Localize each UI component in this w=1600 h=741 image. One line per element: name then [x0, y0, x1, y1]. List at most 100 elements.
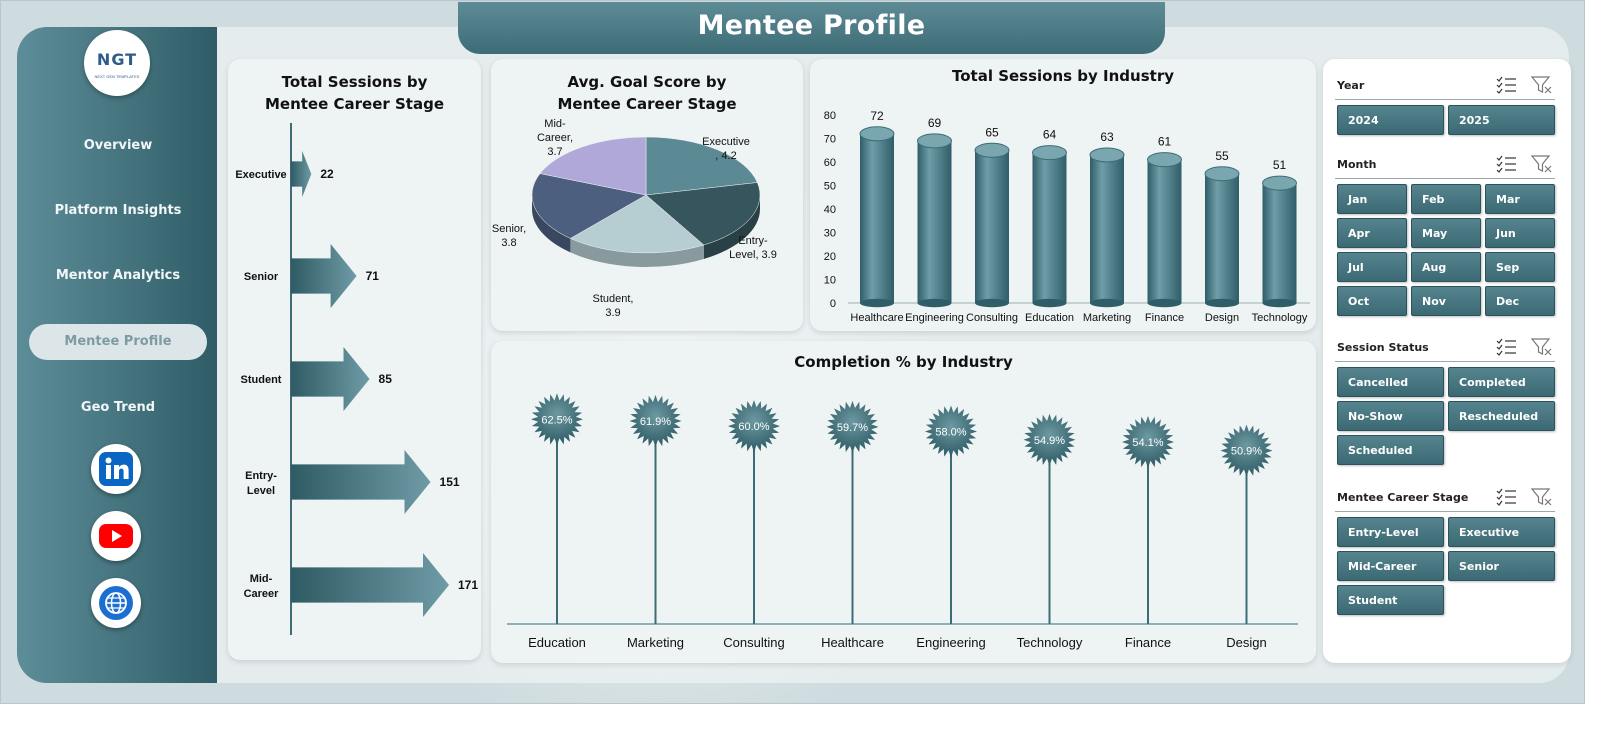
slicer-divider: [1335, 511, 1555, 512]
data-label: 65: [985, 125, 999, 139]
bar-arrow-student: [291, 347, 370, 411]
y-tick-label: 60: [824, 157, 836, 169]
data-label: 55: [1215, 149, 1229, 163]
data-label: 61.9%: [640, 416, 671, 428]
slice-label: Student, 3.9: [593, 293, 634, 319]
slicer-button-scheduled[interactable]: Scheduled: [1337, 435, 1444, 465]
lollipop-head-healthcare: [826, 400, 879, 453]
bar-top: [1147, 152, 1182, 168]
category-label: Senior: [244, 271, 279, 283]
multi-select-icon[interactable]: [1495, 338, 1517, 356]
multi-select-icon[interactable]: [1495, 76, 1517, 94]
clear-filter-icon[interactable]: [1531, 338, 1553, 356]
completion-by-industry-panel: Completion % by Industry 62.5% Education 6…: [491, 341, 1316, 663]
data-label: 50.9%: [1231, 446, 1262, 458]
bar-arrow-mid-career: [291, 553, 449, 617]
slicer-button-completed[interactable]: Completed: [1448, 367, 1555, 397]
data-label: 72: [870, 109, 884, 123]
bar-base: [917, 298, 952, 308]
slicer-title: Year: [1337, 79, 1365, 92]
nav-platform-insights[interactable]: Platform Insights: [54, 203, 182, 218]
x-tick-label: Technology: [1017, 635, 1083, 650]
youtube-button[interactable]: [91, 511, 141, 561]
bar-healthcare: [860, 133, 894, 303]
slicer-button-jun[interactable]: Jun: [1485, 218, 1555, 248]
multi-select-icon[interactable]: [1495, 488, 1517, 506]
sessions-by-career-stage-chart: 22 Executive 71 Senior 85 Student 151 Entry-Lev…: [235, 123, 478, 635]
x-tick-label: Education: [528, 635, 586, 650]
nav-mentor-analytics[interactable]: Mentor Analytics: [55, 268, 181, 283]
slicer-button-2024[interactable]: 2024: [1337, 105, 1444, 135]
slicer-divider: [1335, 99, 1555, 100]
data-label: 85: [379, 372, 393, 386]
slicer-title: Mentee Career Stage: [1337, 491, 1469, 504]
data-label: 58.0%: [935, 426, 966, 438]
bar-arrow-executive: [291, 151, 312, 197]
slicer-button-student[interactable]: Student: [1337, 585, 1444, 615]
slicer-button-rescheduled[interactable]: Rescheduled: [1448, 401, 1555, 431]
data-label: 60.0%: [738, 421, 769, 433]
slicer-button-oct[interactable]: Oct: [1337, 286, 1407, 316]
y-tick-label: 10: [824, 275, 836, 287]
multi-select-icon[interactable]: [1495, 155, 1517, 173]
slicer-button-2025[interactable]: 2025: [1448, 105, 1555, 135]
bar-base: [975, 298, 1009, 308]
completion-by-industry-chart: 62.5% Education 61.9% Marketing 60.0% Consult…: [507, 393, 1298, 650]
slicer-button-mid-career[interactable]: Mid-Career: [1337, 551, 1444, 581]
clear-filter-icon[interactable]: [1531, 76, 1553, 94]
nav-geo-trend[interactable]: Geo Trend: [80, 400, 156, 415]
bar-top: [1032, 145, 1067, 161]
bar-top: [974, 142, 1010, 158]
lollipop-head-engineering: [925, 405, 977, 458]
slicer-button-sep[interactable]: Sep: [1485, 252, 1555, 282]
clear-filter-icon[interactable]: [1531, 488, 1553, 506]
bar-base: [860, 298, 894, 308]
slicer-button-cancelled[interactable]: Cancelled: [1337, 367, 1444, 397]
slicer-button-dec[interactable]: Dec: [1485, 286, 1555, 316]
slicer-button-aug[interactable]: Aug: [1411, 252, 1481, 282]
data-label: 71: [366, 269, 380, 283]
linkedin-button[interactable]: [91, 444, 141, 494]
slicer-button-apr[interactable]: Apr: [1337, 218, 1407, 248]
y-tick-label: 20: [824, 251, 836, 263]
slicer-button-jan[interactable]: Jan: [1337, 184, 1407, 214]
x-tick-label: Finance: [1145, 312, 1184, 324]
bar-base: [1262, 298, 1297, 308]
bar-arrow-senior: [291, 244, 357, 308]
category-label: Mid-Career: [244, 573, 280, 600]
chart-title: Completion % by Industry: [794, 353, 1013, 371]
y-tick-label: 40: [824, 204, 836, 216]
nav-overview[interactable]: Overview: [83, 138, 153, 153]
slice-label: Entry-Level, 3.9: [729, 235, 777, 261]
slicer-button-nov[interactable]: Nov: [1411, 286, 1481, 316]
slicer-button-no-show[interactable]: No-Show: [1337, 401, 1444, 431]
bar-engineering: [917, 140, 952, 303]
clear-filter-icon[interactable]: [1531, 155, 1553, 173]
slicer-button-entry-level[interactable]: Entry-Level: [1337, 517, 1444, 547]
category-label: Student: [241, 374, 282, 386]
lollipop-head-technology: [1023, 413, 1076, 466]
data-label: 69: [928, 116, 942, 130]
slicer-button-executive[interactable]: Executive: [1448, 517, 1555, 547]
data-label: 62.5%: [541, 414, 572, 426]
slice-label: Senior, 3.8: [492, 223, 526, 249]
slicer-button-may[interactable]: May: [1411, 218, 1481, 248]
bar-base: [1032, 298, 1067, 308]
lollipop-head-consulting: [728, 400, 780, 453]
data-label: 54.9%: [1034, 435, 1065, 447]
sessions-by-industry-panel: Total Sessions by Industry 0 10 20 30 40 50 60…: [810, 59, 1316, 331]
slicer-button-feb[interactable]: Feb: [1411, 184, 1481, 214]
x-tick-label: Marketing: [627, 635, 684, 650]
slicer-title: Session Status: [1337, 341, 1429, 354]
pie-side-entry-level: [703, 195, 760, 259]
data-label: 61: [1158, 135, 1172, 149]
goal-score-pie-chart: Executive, 4.2 Entry-Level, 3.9 Student, 3.…: [492, 118, 777, 319]
bar-top: [859, 126, 895, 142]
x-tick-label: Engineering: [916, 635, 985, 650]
slicer-button-jul[interactable]: Jul: [1337, 252, 1407, 282]
x-tick-label: Marketing: [1083, 312, 1131, 324]
nav-mentee-profile[interactable]: Mentee Profile: [29, 324, 207, 360]
slicer-button-mar[interactable]: Mar: [1485, 184, 1555, 214]
website-button[interactable]: [91, 578, 141, 628]
slicer-button-senior[interactable]: Senior: [1448, 551, 1555, 581]
